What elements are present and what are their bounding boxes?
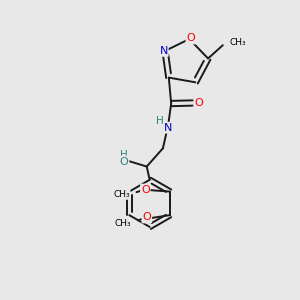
Text: CH₃: CH₃ bbox=[229, 38, 246, 47]
Text: O: O bbox=[186, 34, 195, 44]
Text: N: N bbox=[159, 46, 168, 56]
Text: O: O bbox=[120, 157, 128, 166]
Text: O: O bbox=[194, 98, 203, 108]
Text: CH₃: CH₃ bbox=[113, 190, 130, 199]
Text: O: O bbox=[142, 212, 151, 223]
Text: H: H bbox=[155, 116, 163, 126]
Text: H: H bbox=[120, 150, 128, 160]
Text: CH₃: CH₃ bbox=[115, 219, 131, 228]
Text: O: O bbox=[141, 184, 150, 194]
Text: N: N bbox=[164, 123, 172, 133]
